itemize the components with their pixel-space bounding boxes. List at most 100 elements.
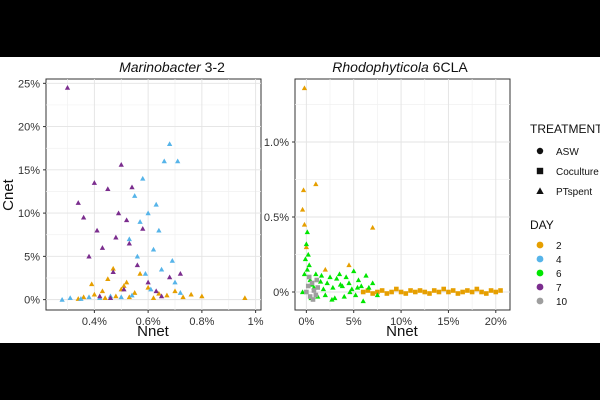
- data-point-day-2: [417, 288, 423, 293]
- data-point-day-2: [126, 294, 132, 300]
- data-point-day-2: [412, 289, 418, 295]
- data-point-day-2: [300, 187, 307, 193]
- data-point-day-2: [446, 289, 451, 295]
- panel-title-marinobacter: Marinobacter 3-2: [119, 59, 225, 75]
- legend-label: 7: [556, 283, 562, 294]
- data-point-day-2: [172, 288, 178, 294]
- y-tick-label: 0.5%: [264, 212, 289, 224]
- data-point-day-10: [311, 288, 317, 293]
- data-point-day-7: [64, 85, 71, 90]
- panel-title-rhodophyticola: Rhodophyticola 6CLA: [332, 59, 468, 75]
- data-point-day-7: [105, 186, 111, 191]
- y-tick-label: 25%: [18, 78, 40, 90]
- y-tick-label: 1.0%: [264, 137, 289, 149]
- data-point-day-10: [309, 280, 315, 286]
- data-point-day-10: [314, 277, 320, 283]
- panel-marinobacter: Marinobacter 3-2 0.4% 0.6% 0.8% 1% 0% 5% 10% 15…: [0, 59, 264, 340]
- data-point-day-4: [129, 292, 135, 298]
- data-point-day-4: [118, 294, 124, 300]
- data-point-day-4: [175, 158, 181, 164]
- data-point-day-2: [450, 288, 456, 293]
- data-point-day-6: [324, 280, 330, 286]
- data-point-day-2: [132, 290, 138, 295]
- data-point-day-2: [375, 289, 380, 295]
- data-point-day-2: [431, 288, 437, 293]
- data-point-day-7: [121, 286, 127, 292]
- data-point-day-2: [488, 288, 494, 293]
- data-point-day-6: [360, 298, 366, 304]
- data-point-day-6: [301, 271, 308, 277]
- data-point-day-6: [304, 229, 310, 235]
- data-point-day-6: [318, 272, 325, 278]
- data-point-day-4: [137, 219, 143, 224]
- legend-item-ptspent: PTspent: [536, 187, 592, 198]
- legend-item-coculture: Coculture: [536, 167, 599, 178]
- data-point-day-6: [303, 241, 310, 247]
- data-point-day-7: [177, 271, 184, 276]
- legend-item-asw: ASW: [536, 147, 579, 158]
- legend-title-day: DAY: [530, 218, 554, 232]
- data-point-day-7: [145, 279, 151, 285]
- data-point-day-7: [86, 253, 92, 259]
- data-point-day-2: [137, 271, 143, 276]
- data-point-day-4: [150, 246, 157, 252]
- data-point-day-6: [320, 286, 327, 292]
- data-point-day-6: [366, 284, 372, 290]
- x-tick-label: 0.6%: [136, 316, 161, 328]
- data-point-day-6: [330, 284, 336, 290]
- data-point-day-6: [299, 289, 306, 295]
- data-point-day-2: [322, 266, 328, 272]
- x-tick-label: 0.8%: [189, 316, 214, 328]
- data-point-day-2: [441, 286, 447, 292]
- data-point-day-2: [299, 206, 306, 212]
- data-point-day-6: [322, 292, 328, 298]
- triangle-icon: [536, 187, 544, 194]
- data-point-day-6: [349, 286, 355, 292]
- data-point-day-2: [474, 286, 480, 292]
- data-point-day-4: [169, 258, 175, 263]
- data-point-day-6: [332, 295, 338, 301]
- data-point-day-10: [304, 289, 309, 295]
- data-point-day-2: [455, 291, 461, 296]
- data-point-day-2: [110, 265, 116, 271]
- data-point-day-4: [166, 141, 173, 147]
- data-point-day-2: [301, 85, 308, 91]
- data-point-day-7: [153, 288, 159, 294]
- x-tick-label: 10%: [390, 316, 412, 328]
- data-point-day-7: [97, 293, 103, 299]
- data-point-day-2: [427, 291, 432, 296]
- panel-rhodophyticola: Rhodophyticola 6CLA 0% 5% 10% 15% 20% 0% 0.5% 1…: [264, 59, 511, 340]
- data-point-day-2: [164, 292, 170, 298]
- data-point-day-4: [86, 294, 92, 300]
- data-point-day-2: [346, 262, 352, 268]
- x-tick-label: 0%: [298, 316, 314, 328]
- y-tick-label: 20%: [18, 122, 40, 134]
- data-point-day-6: [337, 281, 344, 287]
- legend-item-day-10: 10: [536, 297, 568, 308]
- data-point-day-4: [177, 290, 184, 295]
- data-point-day-2: [370, 224, 376, 230]
- x-tick-label: 0.4%: [82, 316, 107, 328]
- data-point-day-2: [370, 291, 375, 296]
- data-point-day-7: [134, 262, 141, 268]
- data-point-day-4: [161, 158, 167, 164]
- data-point-day-2: [436, 289, 442, 295]
- data-point-day-2: [403, 291, 409, 296]
- circle-icon: [536, 241, 544, 249]
- y-tick-label: 5%: [24, 251, 40, 263]
- legend-item-day-4: 4: [536, 255, 562, 266]
- data-point-day-2: [384, 291, 390, 296]
- data-point-day-4: [59, 296, 65, 302]
- data-point-day-4: [148, 286, 154, 292]
- data-point-day-6: [374, 292, 381, 298]
- data-point-day-4: [67, 295, 73, 301]
- data-point-day-2: [180, 294, 186, 300]
- data-point-day-2: [301, 221, 308, 227]
- tick-labels-rhodophyticola: 0% 5% 10% 15% 20% 0% 0.5% 1.0%: [264, 137, 507, 328]
- data-point-day-6: [347, 289, 353, 295]
- data-point-day-7: [158, 293, 165, 299]
- circle-icon: [536, 255, 544, 263]
- circle-icon: [536, 269, 544, 277]
- circle-icon: [536, 147, 544, 155]
- legend-label: 4: [556, 255, 562, 266]
